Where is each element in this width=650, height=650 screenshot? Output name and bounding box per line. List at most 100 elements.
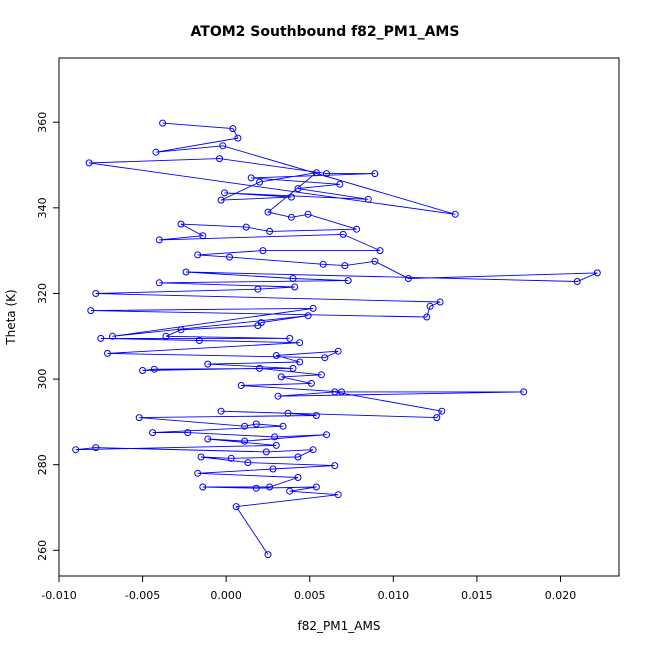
data-point	[244, 459, 252, 467]
data-series	[72, 119, 601, 559]
data-point	[338, 388, 345, 396]
data-point	[371, 257, 379, 265]
x-tick-label: 0.020	[545, 589, 577, 602]
data-point	[85, 159, 93, 167]
data-point	[264, 551, 272, 559]
data-point	[92, 444, 100, 452]
data-point	[353, 225, 361, 233]
data-point	[341, 262, 349, 270]
data-point	[109, 332, 116, 340]
data-point	[289, 364, 297, 372]
data-point	[247, 174, 255, 182]
y-axis: 260 280 300 320 340 360	[36, 112, 60, 561]
data-point	[438, 407, 446, 415]
data-point	[254, 322, 262, 330]
data-point	[284, 409, 292, 417]
data-point	[304, 210, 312, 218]
data-point	[331, 388, 339, 396]
data-point	[259, 247, 267, 255]
series-line	[75, 122, 598, 555]
data-point	[334, 347, 342, 355]
y-axis-label: Theta (K)	[4, 289, 18, 345]
data-point	[150, 365, 158, 373]
data-point	[286, 334, 294, 342]
x-tick-label: 0.010	[378, 589, 410, 602]
data-point	[296, 358, 304, 366]
y-tick-label: 280	[36, 454, 49, 475]
data-point	[87, 307, 95, 315]
data-point	[331, 462, 339, 470]
data-point	[266, 227, 274, 235]
data-point	[269, 465, 277, 473]
data-point	[279, 422, 287, 430]
data-point	[304, 312, 312, 320]
data-point	[194, 251, 202, 259]
data-point	[323, 170, 330, 178]
data-point	[194, 469, 202, 477]
data-point	[266, 483, 274, 491]
data-point	[404, 275, 412, 282]
data-point	[256, 364, 264, 372]
chart-title: ATOM2 Southbound f82_PM1_AMS	[191, 24, 460, 40]
data-point	[254, 285, 262, 293]
data-point	[573, 278, 581, 285]
data-point	[339, 230, 347, 238]
data-point	[72, 446, 80, 454]
data-point	[135, 414, 143, 422]
data-point	[92, 290, 100, 297]
data-point	[271, 433, 279, 441]
data-point	[232, 503, 240, 511]
y-tick-label: 300	[36, 369, 49, 390]
data-point	[277, 373, 285, 381]
data-point	[321, 354, 329, 362]
data-point	[177, 326, 185, 334]
x-axis: -0.010 -0.005 0.000 0.005 0.010 0.015 0.020	[41, 575, 577, 602]
data-point	[256, 178, 264, 186]
data-point	[426, 302, 434, 310]
data-point	[139, 367, 147, 374]
data-point	[217, 407, 225, 415]
y-tick-label: 340	[36, 197, 49, 218]
data-point	[155, 279, 163, 287]
data-point	[520, 388, 528, 396]
data-point	[323, 431, 330, 439]
data-point	[159, 119, 167, 127]
data-point	[307, 379, 315, 387]
data-point	[287, 213, 295, 221]
y-tick-label: 260	[36, 540, 49, 561]
data-point	[155, 236, 163, 244]
data-point	[221, 189, 228, 197]
data-point	[334, 491, 342, 499]
x-tick-label: 0.000	[210, 589, 242, 602]
data-point	[149, 429, 157, 437]
data-point	[216, 155, 223, 163]
data-point	[376, 247, 384, 255]
data-point	[226, 253, 233, 261]
data-point	[309, 304, 317, 312]
data-point	[195, 337, 203, 344]
data-point	[312, 412, 320, 419]
data-point	[272, 352, 280, 359]
data-point	[291, 283, 299, 291]
data-point	[451, 210, 459, 218]
data-point	[294, 474, 302, 481]
data-point	[219, 142, 227, 150]
y-tick-label: 320	[36, 283, 49, 304]
data-point	[364, 195, 372, 203]
data-point	[104, 349, 111, 357]
data-point	[184, 429, 192, 437]
data-point	[204, 360, 212, 368]
data-point	[252, 484, 260, 492]
data-point	[237, 382, 245, 389]
data-point	[319, 260, 327, 268]
data-point	[204, 435, 212, 443]
data-point	[242, 223, 250, 231]
x-tick-label: -0.010	[41, 589, 76, 602]
data-point	[152, 148, 160, 156]
data-point	[162, 332, 170, 340]
data-point	[229, 125, 237, 133]
data-point	[286, 487, 294, 495]
data-point	[177, 220, 185, 228]
data-point	[217, 196, 225, 204]
